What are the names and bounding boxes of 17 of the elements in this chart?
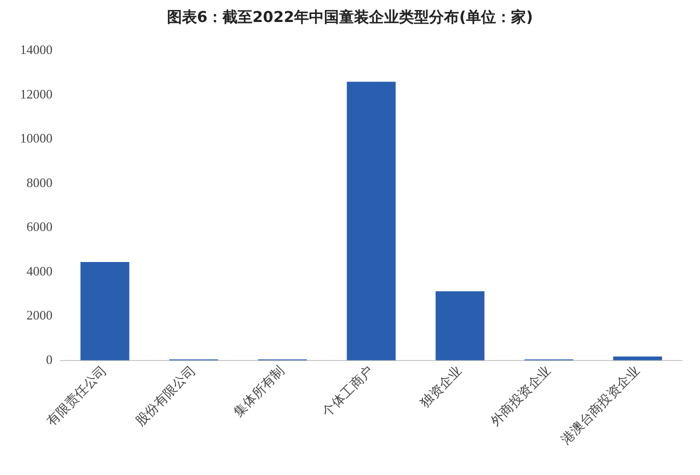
y-tick-label: 2000 bbox=[26, 308, 52, 323]
y-tick-label: 8000 bbox=[26, 174, 52, 190]
x-tick-label: 个体工商户 bbox=[320, 364, 376, 420]
y-tick-label: 10000 bbox=[20, 130, 52, 146]
bar bbox=[436, 291, 484, 360]
x-tick-label: 港澳台商投资企业 bbox=[558, 364, 643, 448]
x-tick-label: 股份有限公司 bbox=[133, 364, 199, 430]
y-tick-label: 14000 bbox=[20, 42, 52, 58]
bar bbox=[346, 82, 396, 360]
bar bbox=[80, 262, 130, 360]
y-tick-label: 12000 bbox=[20, 86, 52, 102]
x-tick-label: 集体所有制 bbox=[231, 364, 288, 420]
x-tick-label: 外商投资企业 bbox=[488, 364, 554, 430]
y-tick-label: 6000 bbox=[26, 219, 52, 234]
x-tick-label: 独资企业 bbox=[418, 364, 466, 411]
chart-title: 图表6：截至2022年中国童装企业类型分布(单位：家) bbox=[166, 8, 534, 27]
y-tick-label: 4000 bbox=[26, 263, 52, 278]
